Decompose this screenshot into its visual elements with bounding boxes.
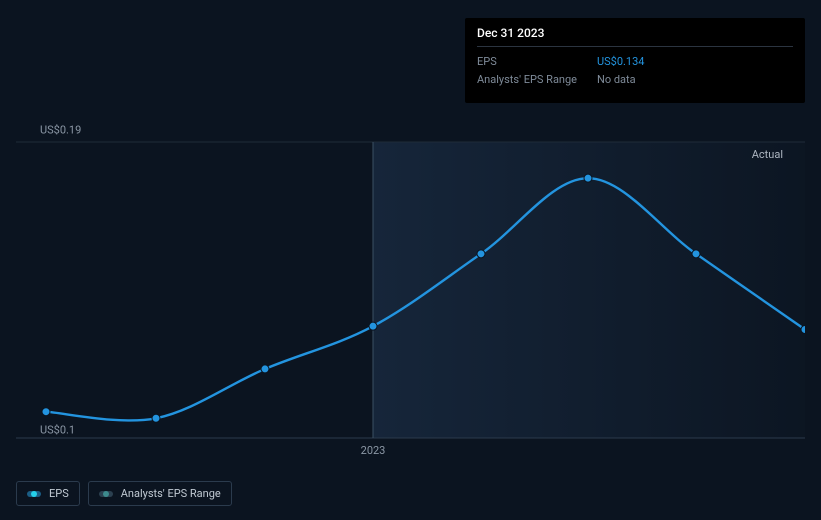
tooltip-row: EPS US$0.134 bbox=[477, 53, 793, 71]
actual-label: Actual bbox=[752, 148, 783, 161]
swatch-icon bbox=[27, 491, 41, 497]
legend-item-eps[interactable]: EPS bbox=[16, 481, 80, 506]
y-axis-label: US$0.19 bbox=[40, 124, 81, 137]
tooltip-label: EPS bbox=[477, 53, 597, 71]
chart-tooltip: Dec 31 2023 EPS US$0.134 Analysts' EPS R… bbox=[465, 18, 805, 103]
legend: EPS Analysts' EPS Range bbox=[16, 481, 232, 506]
y-axis-label: US$0.1 bbox=[40, 424, 75, 437]
tooltip-label: Analysts' EPS Range bbox=[477, 71, 597, 89]
swatch-icon bbox=[99, 491, 113, 497]
legend-item-range[interactable]: Analysts' EPS Range bbox=[88, 481, 232, 506]
tooltip-date: Dec 31 2023 bbox=[477, 26, 793, 47]
x-axis-label: 2023 bbox=[361, 444, 386, 457]
tooltip-value: US$0.134 bbox=[597, 53, 644, 71]
legend-label: EPS bbox=[49, 487, 69, 500]
tooltip-row: Analysts' EPS Range No data bbox=[477, 71, 793, 89]
tooltip-value: No data bbox=[597, 71, 636, 89]
legend-label: Analysts' EPS Range bbox=[121, 487, 221, 500]
